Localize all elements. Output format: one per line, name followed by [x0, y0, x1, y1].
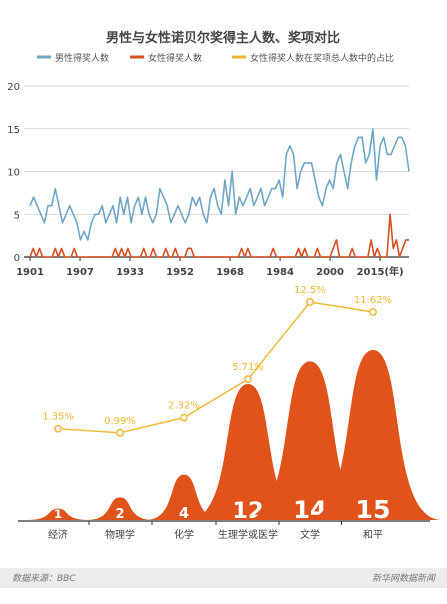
mountain-value-label: 1 [54, 507, 62, 521]
mountain-1 [86, 497, 154, 520]
x-tick-label: 1933 [116, 267, 144, 278]
footer-bar: 数据来源：BBC 新华网数据新闻 [0, 568, 447, 588]
y-tick-label: 15 [7, 125, 20, 136]
x-tick-label: 1984 [266, 267, 294, 278]
ratio-point [54, 424, 62, 433]
ratio-point [369, 308, 377, 316]
source-note: 数据来源：BBC [12, 574, 76, 584]
ratio-label: 11.62% [354, 295, 392, 306]
ratio-label: 2.32% [168, 401, 200, 412]
y-tick-label: 5 [14, 210, 20, 221]
series-line-female [29, 213, 409, 258]
brand-note: 新华网数据新闻 [371, 574, 435, 584]
x-tick-label: 1952 [166, 267, 194, 278]
ratio-line [57, 301, 374, 434]
category-label: 生理学或医学 [218, 528, 278, 541]
mountain-value-label: 12 [232, 498, 263, 524]
x-tick-label: 2015(年) [357, 265, 404, 278]
category-label: 物理学 [105, 528, 135, 541]
ratio-label: 0.99% [104, 416, 136, 427]
mountain-value-label: 4 [179, 505, 189, 522]
category-label: 文学 [300, 528, 320, 541]
x-tick-label: 1901 [16, 267, 44, 278]
mountain-value-label: 15 [355, 495, 390, 524]
legend-label-2: 女性得奖人数在奖项总人数中的占比 [250, 52, 394, 64]
legend-label-1: 女性得奖人数 [148, 52, 202, 64]
y-tick-label: 20 [7, 82, 20, 93]
ratio-label: 5.71% [232, 362, 264, 373]
x-tick-label: 1968 [216, 267, 244, 278]
mountain-5 [304, 350, 442, 520]
ratio-label: 12.5% [294, 285, 326, 296]
legend-label-0: 男性得奖人数 [55, 52, 109, 64]
y-tick-label: 10 [7, 168, 20, 179]
chart-title: 男性与女性诺贝尔奖得主人数、奖项对比 [106, 30, 340, 46]
mountain-0 [27, 508, 89, 520]
category-label: 和平 [363, 529, 383, 541]
category-label: 经济 [48, 528, 68, 541]
ratio-point [116, 428, 124, 437]
x-tick-label: 1907 [66, 267, 94, 278]
category-label: 化学 [174, 528, 194, 541]
ratio-point [244, 375, 252, 384]
mountain-3 [187, 384, 309, 520]
x-tick-label: 2000 [316, 267, 344, 278]
series-line-male [29, 128, 410, 241]
ratio-point [306, 298, 314, 306]
ratio-label: 1.35% [42, 412, 74, 423]
mountain-value-label: 2 [116, 507, 125, 522]
ratio-point [180, 413, 188, 422]
y-tick-label: 0 [14, 253, 20, 264]
mountain-2 [145, 474, 223, 520]
